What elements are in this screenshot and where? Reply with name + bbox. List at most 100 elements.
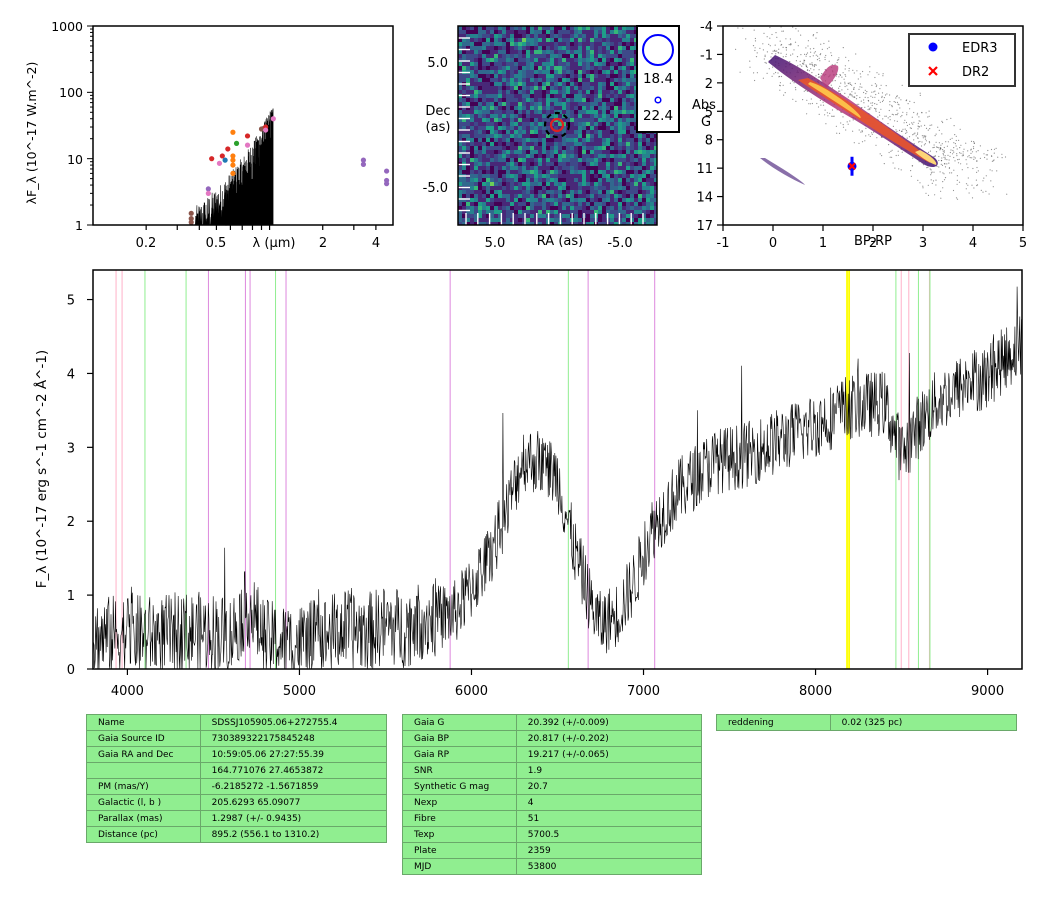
sed-data-point <box>360 157 367 163</box>
table-value-cell: 53800 <box>515 858 703 875</box>
table-key-cell: Texp <box>402 826 517 843</box>
image-panel: 18.4 22.4 Dec (as) 5.0 -5.0 5.0 RA (as) … <box>423 25 680 251</box>
hr-legend-box <box>908 33 1016 87</box>
table-row: Plate 2359 <box>402 842 703 859</box>
sed-xtick-label: 0.5 <box>206 236 227 251</box>
table-key-cell: Name <box>86 714 201 731</box>
sed-xtick-label: 4 <box>372 236 380 251</box>
hr-panel: EDR3 DR2 Abs G -4 -1 2 5 8 11 14 17 -1 0 1 2 3 4 5 BP… <box>692 20 1027 251</box>
table-row: Gaia RA and Dec 10:59:05.06 27:27:55.39 <box>86 746 388 763</box>
spectrum-ytick-label: 4 <box>67 367 75 382</box>
table-key-cell: SNR <box>402 762 517 779</box>
hr-xtick-label: 2 <box>869 236 877 251</box>
hr-ytick-label: 5 <box>705 105 713 120</box>
image-xtick-label: 5.0 <box>485 236 506 251</box>
spectrum-xtick-label: 8000 <box>799 684 832 699</box>
mag-legend-large-circle <box>642 34 674 66</box>
hr-xtick-label: 5 <box>1019 236 1027 251</box>
sed-spectrum-trace <box>195 108 274 226</box>
table-key-cell <box>86 762 201 779</box>
hr-xtick-label: 3 <box>919 236 927 251</box>
sed-data-point <box>205 190 211 196</box>
hr-ytick-label: -4 <box>700 20 713 35</box>
sed-data-point <box>188 215 194 222</box>
hr-xtick-label: 1 <box>819 236 827 251</box>
table-row: Synthetic G mag 20.7 <box>402 778 703 795</box>
table-key-cell: Gaia RA and Dec <box>86 746 201 763</box>
table-value-cell: 164.771076 27.4653872 <box>199 762 388 779</box>
table-value-cell: 20.392 (+/-0.009) <box>515 714 703 731</box>
table-value-cell: 0.02 (325 pc) <box>829 714 1018 731</box>
hr-density-cloud <box>735 26 1008 200</box>
spectrum-ytick-label: 2 <box>67 515 75 530</box>
hr-xtick-label: 0 <box>769 236 777 251</box>
table-row: Parallax (mas) 1.2987 (+/- 0.9435) <box>86 810 388 827</box>
table-key-cell: Plate <box>402 842 517 859</box>
sed-xtick-label: 2 <box>319 236 327 251</box>
table-row: MJD 53800 <box>402 858 703 875</box>
hr-ytick-label: 8 <box>705 134 713 149</box>
sed-data-point <box>384 181 390 187</box>
table-row: Gaia BP 20.817 (+/-0.202) <box>402 730 703 747</box>
table-value-cell: 19.217 (+/-0.065) <box>515 746 703 763</box>
table-key-cell: PM (mas/Y) <box>86 778 201 795</box>
hr-ytick-label: 11 <box>696 162 713 177</box>
sed-xtick-label: 0.2 <box>136 236 157 251</box>
table-row: PM (mas/Y) -6.2185272 -1.5671859 <box>86 778 388 795</box>
table-key-cell: Synthetic G mag <box>402 778 517 795</box>
table-row: Name SDSSJ105905.06+272755.4 <box>86 714 388 731</box>
dr2-point <box>848 162 856 170</box>
table-value-cell: 730389322175845248 <box>199 730 388 747</box>
table-row: Gaia G 20.392 (+/-0.009) <box>402 714 703 731</box>
hr-ytick-label: 14 <box>696 191 713 206</box>
sed-data-point <box>205 186 211 192</box>
image-ylabel: (as) <box>426 120 451 135</box>
sed-data-point <box>230 157 236 163</box>
table-row: Gaia RP 19.217 (+/-0.065) <box>402 746 703 763</box>
spectrum-xtick-label: 4000 <box>111 684 144 699</box>
spectrum-ylabel: F_λ (10^-17 erg s^-1 cm^-2 Å^-1) <box>33 350 50 588</box>
sed-data-point <box>230 153 236 159</box>
sed-data-point <box>219 153 225 159</box>
table-key-cell: Distance (pc) <box>86 826 201 843</box>
sed-ytick-labels: 1000 100 10 1 <box>51 19 83 233</box>
sed-data-point <box>263 127 269 133</box>
sed-ytick-label: 1000 <box>51 19 83 34</box>
hr-ytick-label: 2 <box>705 77 713 92</box>
spectrum-ytick-label: 1 <box>67 589 75 604</box>
reddening-table: reddening 0.02 (325 pc) <box>716 714 1018 731</box>
table-key-cell: Fibre <box>402 810 517 827</box>
sky-image <box>458 26 657 225</box>
sed-data-point <box>230 129 236 135</box>
hr-ytick-label: -1 <box>700 48 713 63</box>
sed-ytick-label: 10 <box>67 152 83 167</box>
hr-frame <box>722 25 1024 226</box>
image-ylabel: Dec <box>425 104 450 119</box>
sed-data-point <box>230 170 236 176</box>
mag-legend-value: 18.4 <box>643 71 673 87</box>
table-row: Gaia Source ID 730389322175845248 <box>86 730 388 747</box>
sed-data-point <box>188 219 194 225</box>
spectrum-ytick-label: 5 <box>67 294 75 309</box>
spectrum-frame <box>92 269 1023 670</box>
spectrum-ytick-label: 0 <box>67 663 75 678</box>
sed-data-point <box>384 168 390 174</box>
image-ytick-label: 5.0 <box>427 56 448 71</box>
sed-ylabel: λF_λ (10^-17 W.m^-2) <box>24 62 39 205</box>
image-xlabel: RA (as) <box>537 234 583 249</box>
table-key-cell: Gaia RP <box>402 746 517 763</box>
target-circle-red <box>549 117 565 133</box>
sed-data-point <box>188 210 194 216</box>
hr-ylabel: G <box>701 115 711 130</box>
table-value-cell: 205.6293 65.09077 <box>199 794 388 811</box>
table-key-cell: Gaia Source ID <box>86 730 201 747</box>
sed-data-point <box>244 133 251 139</box>
sed-data-point <box>270 116 276 122</box>
table-key-cell: Galactic (l, b ) <box>86 794 201 811</box>
sed-frame <box>92 25 394 226</box>
table-value-cell: 5700.5 <box>515 826 703 843</box>
dr2-legend-marker <box>928 66 938 76</box>
spectrum-trace <box>93 286 1022 669</box>
sed-data-point <box>230 162 236 168</box>
table-value-cell: 20.817 (+/-0.202) <box>515 730 703 747</box>
